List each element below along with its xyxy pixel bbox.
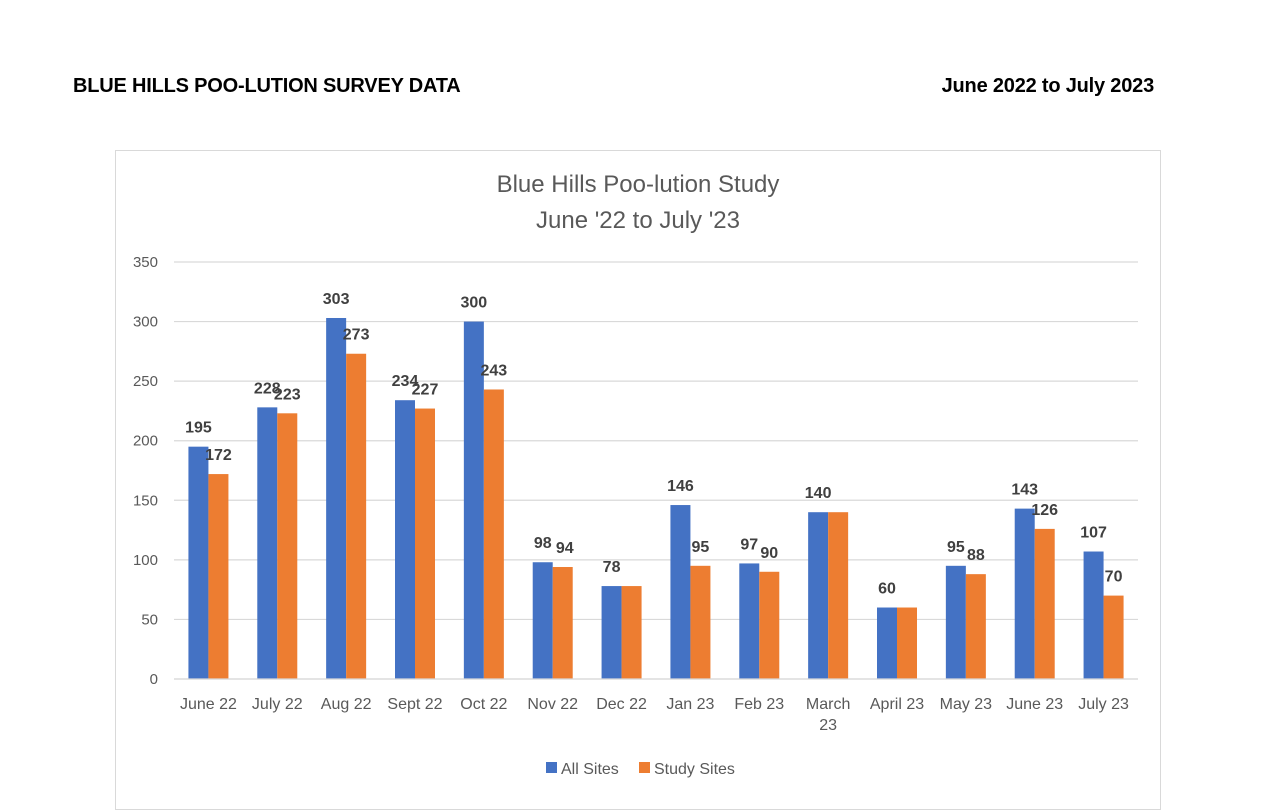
bar-all-sites-8 [670, 505, 691, 679]
data-label-all-sites-1: 195 [185, 420, 212, 437]
data-label-all-sites-10: 140 [805, 485, 832, 502]
data-label-study-sites-6: 94 [556, 540, 574, 557]
data-label-study-sites-2: 223 [274, 386, 301, 403]
bar-study-sites-2 [277, 413, 298, 679]
legend-swatch-1 [546, 762, 557, 773]
bar-all-sites-7 [601, 586, 622, 679]
legend-swatch-2 [639, 762, 650, 773]
y-tick-label-0: 0 [150, 671, 158, 688]
y-tick-label-100: 100 [133, 552, 158, 569]
chart-title-line-1: Blue Hills Poo-lution Study [497, 171, 780, 198]
data-label-study-sites-9: 90 [760, 545, 778, 562]
bar-study-sites-13 [1034, 528, 1055, 679]
data-label-all-sites-3: 303 [323, 291, 350, 308]
x-tick-label-3: Aug 22 [321, 696, 372, 713]
bar-study-sites-3 [346, 353, 367, 679]
bar-all-sites-1 [188, 446, 209, 679]
bar-all-sites-5 [463, 321, 484, 679]
x-tick-label-1: June 22 [180, 696, 237, 713]
y-tick-label-50: 50 [141, 611, 158, 628]
y-tick-label-350: 350 [133, 254, 158, 271]
data-label-all-sites-13: 143 [1011, 482, 1038, 499]
bar-all-sites-14 [1083, 551, 1104, 679]
data-label-all-sites-4: 234 [392, 373, 419, 390]
bar-study-sites-10 [828, 512, 849, 679]
data-label-study-sites-5: 243 [481, 362, 508, 379]
bar-all-sites-9 [739, 563, 760, 679]
y-tick-label-300: 300 [133, 314, 158, 331]
x-tick-label-11: April 23 [870, 696, 924, 713]
bar-study-sites-4 [415, 408, 435, 679]
data-label-all-sites-6: 98 [534, 535, 552, 552]
bar-study-sites-14 [1103, 595, 1124, 679]
data-label-study-sites-14: 70 [1105, 569, 1123, 586]
x-tick-label-4: Sept 22 [387, 696, 442, 713]
bar-all-sites-10 [808, 512, 829, 679]
x-tick-label-9: Feb 23 [734, 696, 784, 713]
bar-all-sites-11 [877, 607, 897, 679]
legend-label-1: All Sites [561, 761, 619, 778]
x-tick-label-5: Oct 22 [460, 696, 507, 713]
data-label-study-sites-3: 273 [343, 327, 370, 344]
data-label-study-sites-13: 126 [1031, 502, 1058, 519]
bar-study-sites-7 [621, 586, 642, 679]
x-tick-label-2: July 22 [252, 696, 303, 713]
bar-study-sites-8 [690, 565, 711, 679]
bar-study-sites-9 [759, 571, 780, 679]
chart-title-line-2: June '22 to July '23 [536, 207, 740, 234]
x-tick-label-10-line-1: March [806, 696, 850, 713]
x-tick-label-10-line-2: 23 [819, 717, 837, 734]
date-range: June 2022 to July 2023 [941, 75, 1155, 97]
x-tick-label-12: May 23 [940, 696, 993, 713]
data-label-all-sites-11: 60 [878, 581, 896, 598]
bar-all-sites-2 [257, 407, 278, 679]
bar-all-sites-13 [1014, 508, 1035, 679]
legend-label-2: Study Sites [654, 761, 735, 778]
bar-all-sites-4 [395, 400, 415, 679]
data-label-all-sites-8: 146 [667, 478, 694, 495]
x-tick-label-14: July 23 [1078, 696, 1129, 713]
data-label-all-sites-14: 107 [1080, 525, 1107, 542]
y-tick-label-200: 200 [133, 433, 158, 450]
data-label-all-sites-12: 95 [947, 539, 965, 556]
y-tick-label-150: 150 [133, 492, 158, 509]
bar-study-sites-1 [208, 474, 229, 679]
bar-study-sites-6 [552, 567, 573, 679]
data-label-all-sites-7: 78 [603, 559, 621, 576]
page-heading: BLUE HILLS POO-LUTION SURVEY DATA [73, 75, 461, 97]
bar-all-sites-12 [945, 565, 966, 679]
data-label-all-sites-5: 300 [461, 295, 488, 312]
data-label-study-sites-8: 95 [692, 539, 710, 556]
x-tick-label-7: Dec 22 [596, 696, 647, 713]
bar-study-sites-5 [483, 389, 504, 679]
x-tick-label-8: Jan 23 [666, 696, 714, 713]
x-tick-label-13: June 23 [1006, 696, 1063, 713]
bar-study-sites-11 [897, 607, 917, 679]
bar-all-sites-3 [326, 317, 347, 679]
x-tick-label-6: Nov 22 [527, 696, 578, 713]
y-tick-label-250: 250 [133, 373, 158, 390]
data-label-study-sites-1: 172 [205, 447, 232, 464]
data-label-study-sites-12: 88 [967, 547, 985, 564]
data-label-all-sites-2: 228 [254, 380, 281, 397]
bar-study-sites-12 [965, 574, 986, 679]
data-label-all-sites-9: 97 [740, 536, 758, 553]
data-label-study-sites-4: 227 [412, 382, 439, 399]
bar-all-sites-6 [532, 562, 553, 679]
